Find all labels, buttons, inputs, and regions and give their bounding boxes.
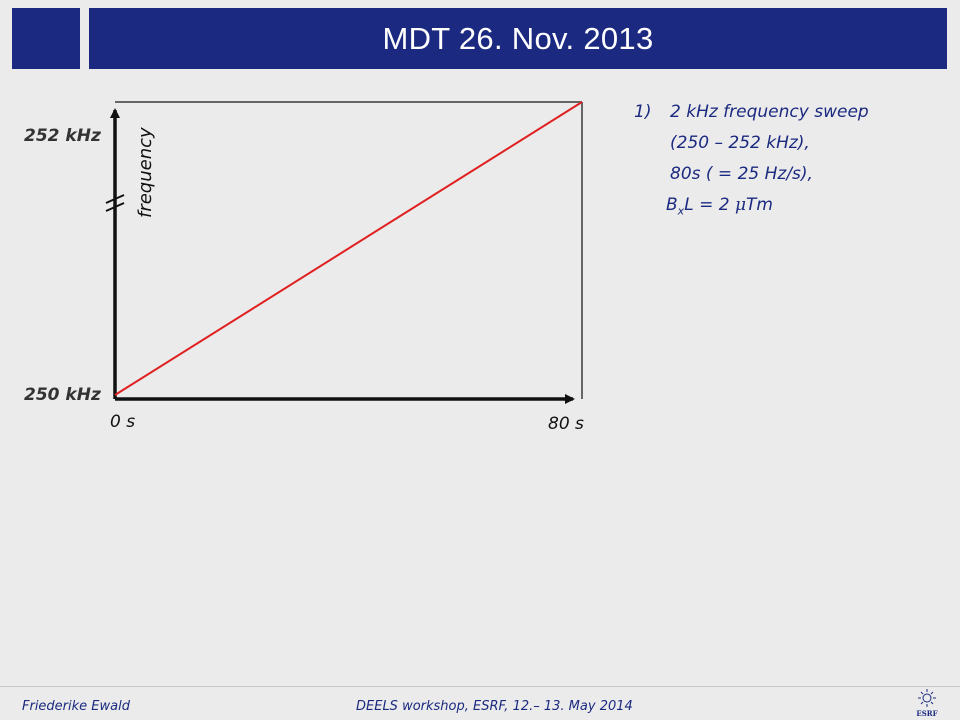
esrf-logo: ESRF xyxy=(916,689,938,718)
note-mu: μ xyxy=(734,195,746,215)
x-tick-label-start: 0 s xyxy=(110,412,136,432)
sweep-notes: 1) 2 kHz frequency sweep (250 – 252 kHz),… xyxy=(634,97,869,226)
logo-text: ESRF xyxy=(916,709,937,718)
note-line-2: (250 – 252 kHz), xyxy=(670,133,810,153)
note-line-1: 2 kHz frequency sweep xyxy=(670,102,869,122)
series-layer xyxy=(114,101,583,396)
note-mid: L = 2 xyxy=(684,195,735,215)
title-bar: MDT 26. Nov. 2013 xyxy=(89,8,947,69)
header-square xyxy=(12,8,80,69)
note-end: Tm xyxy=(746,195,773,215)
note-item-1: 1) 2 kHz frequency sweep xyxy=(634,97,869,128)
footer-divider xyxy=(0,686,960,687)
slide-title: MDT 26. Nov. 2013 xyxy=(382,20,654,56)
note-line-3: 80s ( = 25 Hz/s), xyxy=(670,164,813,184)
y-axis-label: frequency xyxy=(135,127,156,218)
note-line-4: BxL = 2 μTm xyxy=(634,190,869,226)
y-tick-label-252: 252 kHz xyxy=(24,126,101,146)
note-number: 1) xyxy=(634,102,652,122)
note-subscript: x xyxy=(677,204,685,218)
axis-break-mark xyxy=(105,194,125,212)
y-tick-label-250: 250 kHz xyxy=(24,385,101,405)
note-b: B xyxy=(666,195,678,215)
x-tick-label-end: 80 s xyxy=(548,414,584,434)
footer-event: DEELS workshop, ESRF, 12.– 13. May 2014 xyxy=(356,699,633,714)
footer-author: Friederike Ewald xyxy=(22,699,130,714)
series-line-0 xyxy=(114,101,583,396)
